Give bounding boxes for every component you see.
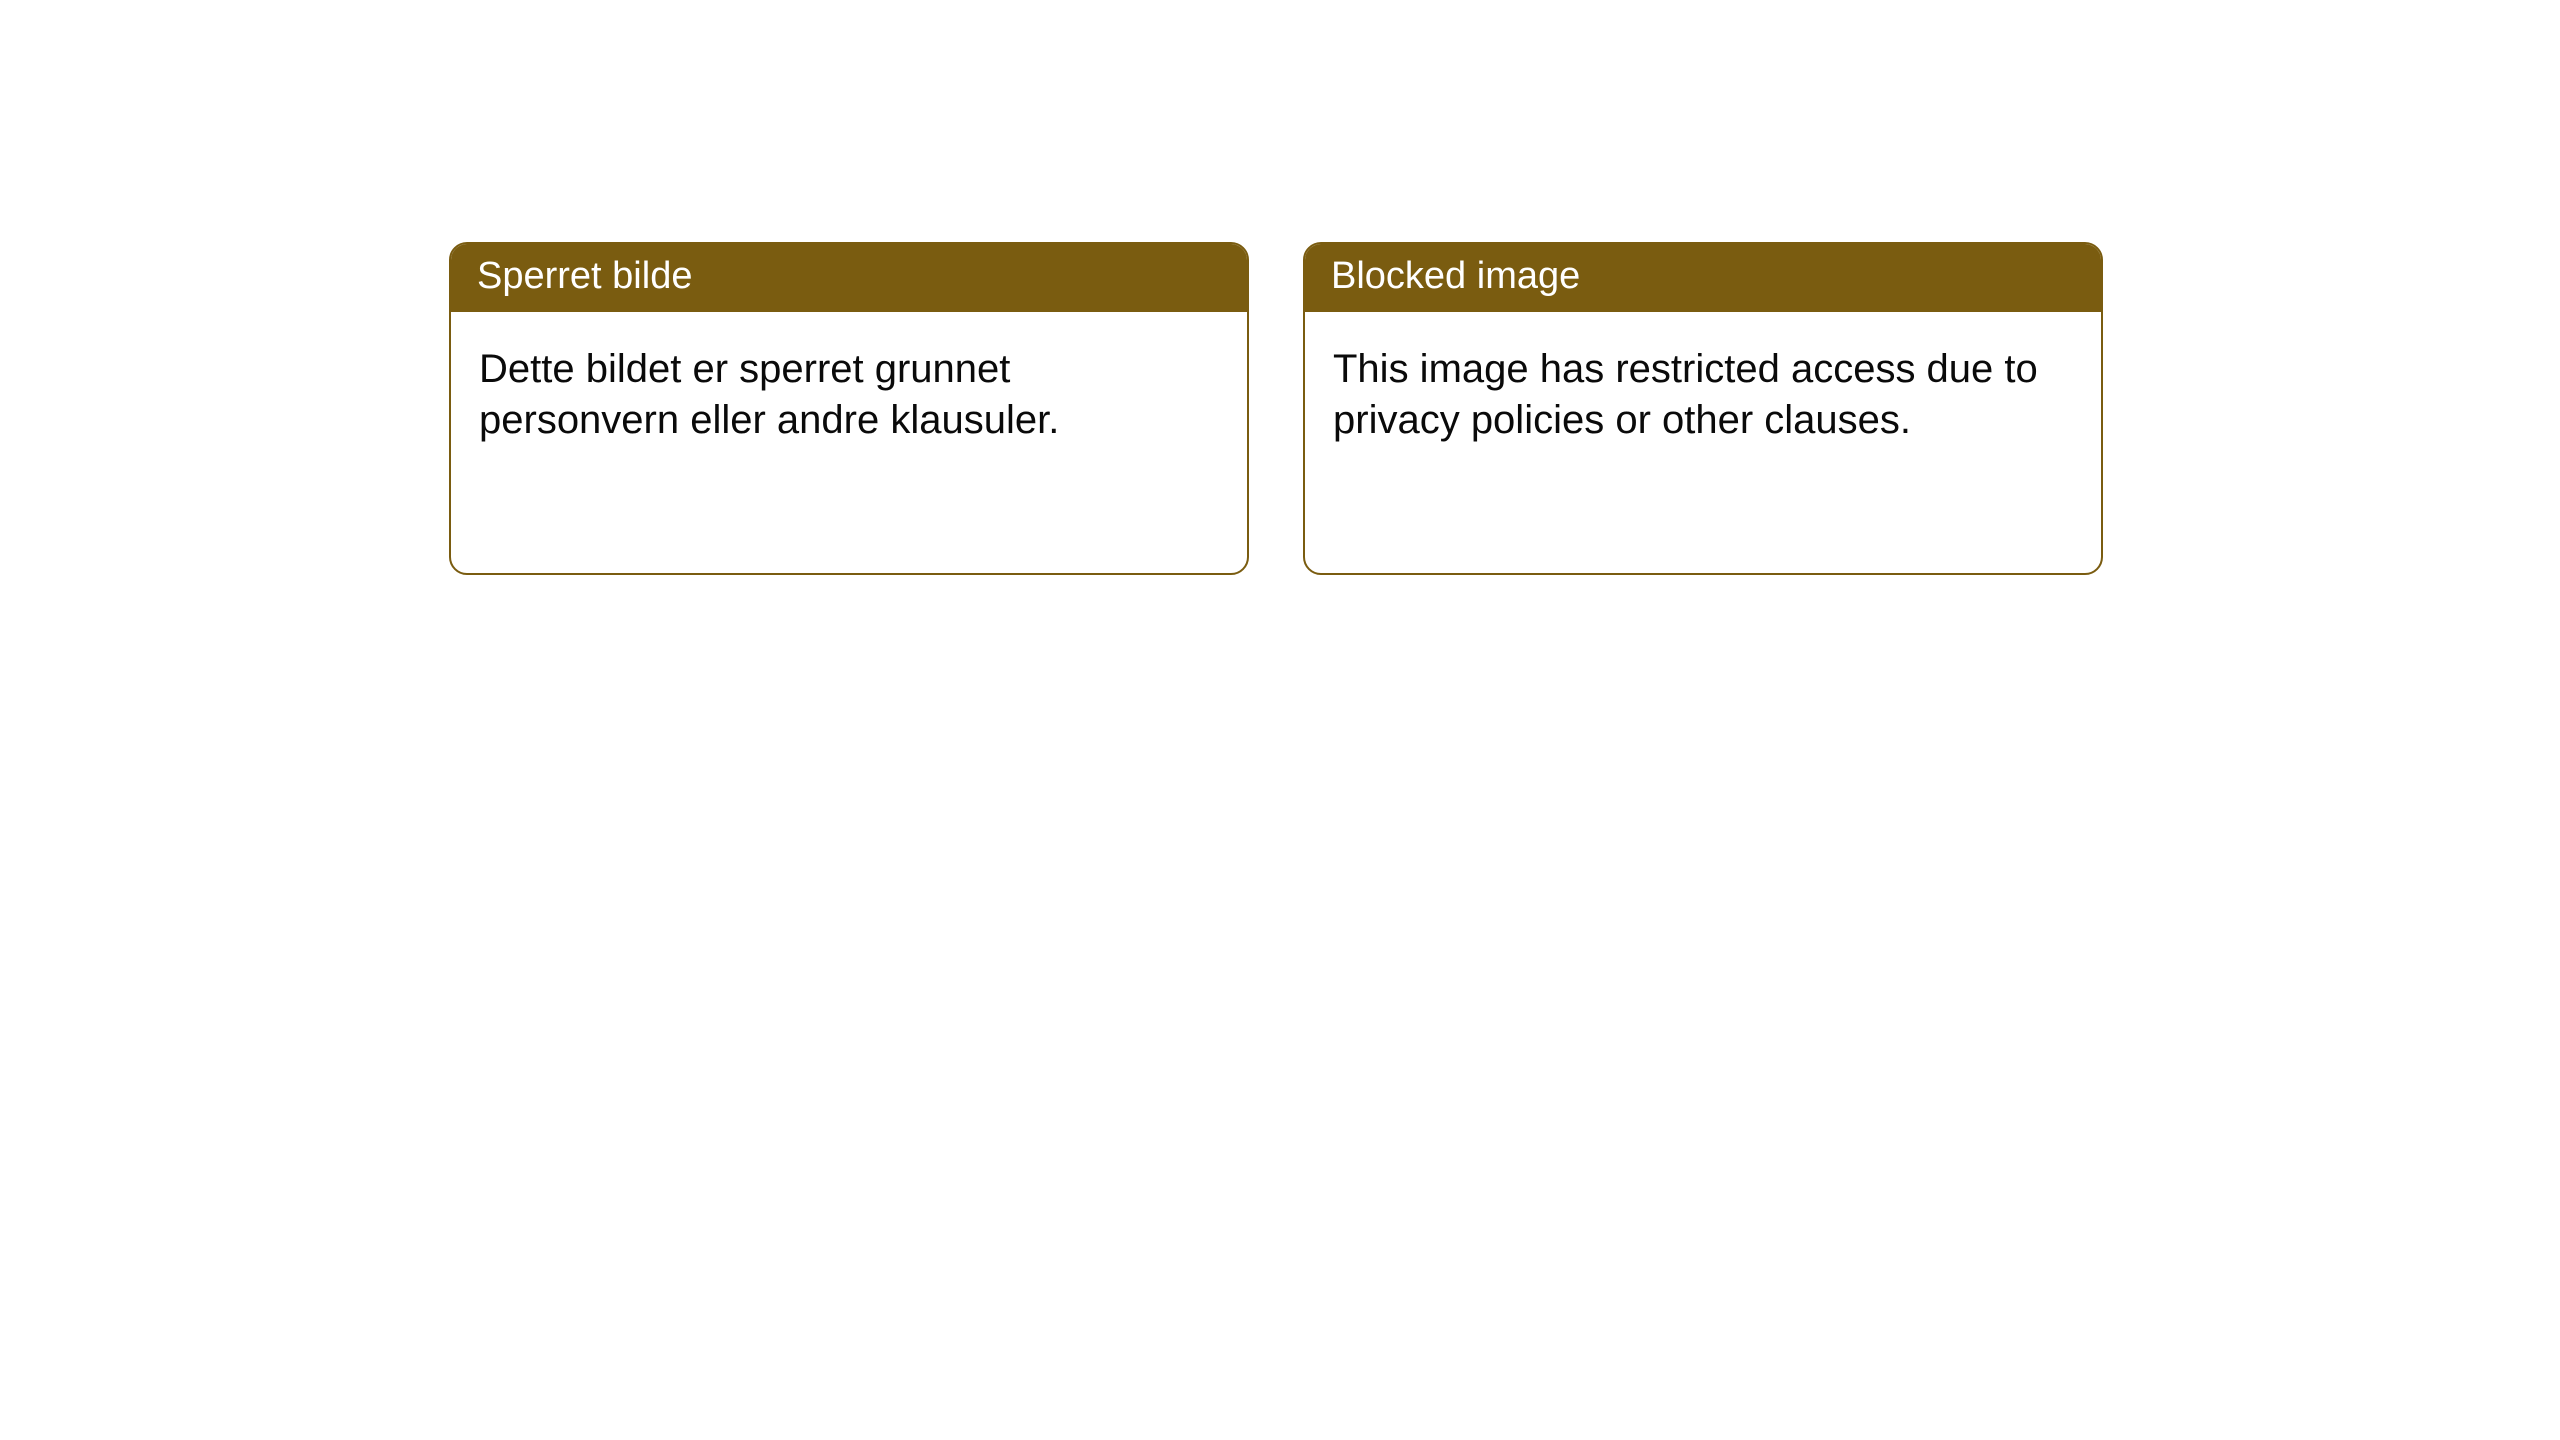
blocked-image-card-english: Blocked image This image has restricted … [1303, 242, 2103, 575]
card-body: Dette bildet er sperret grunnet personve… [451, 312, 1247, 466]
card-title: Sperret bilde [477, 255, 692, 297]
card-body: This image has restricted access due to … [1305, 312, 2101, 466]
blocked-image-cards: Sperret bilde Dette bildet er sperret gr… [449, 242, 2103, 575]
card-header: Blocked image [1305, 244, 2101, 312]
card-title: Blocked image [1331, 255, 1580, 297]
card-body-text: This image has restricted access due to … [1333, 347, 2038, 442]
blocked-image-card-norwegian: Sperret bilde Dette bildet er sperret gr… [449, 242, 1249, 575]
card-header: Sperret bilde [451, 244, 1247, 312]
card-body-text: Dette bildet er sperret grunnet personve… [479, 347, 1059, 442]
